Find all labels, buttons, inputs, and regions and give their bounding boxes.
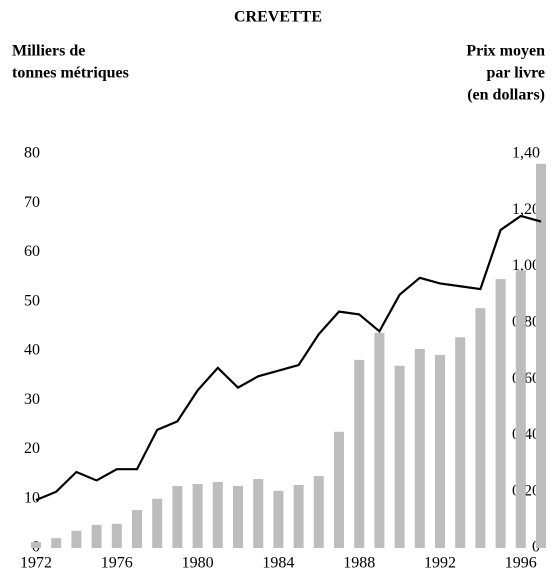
chart-title: CREVETTE [234, 9, 322, 26]
y2-tick-label: 1,20 [512, 201, 540, 218]
bar [253, 479, 264, 548]
bar [354, 359, 365, 548]
x-tick-label: 1996 [505, 555, 537, 572]
bar [495, 279, 506, 548]
bar [91, 524, 102, 548]
bar [394, 365, 405, 548]
bar [152, 498, 163, 548]
y2-axis-label: (en dollars) [467, 87, 545, 104]
x-tick-label: 1988 [343, 555, 375, 572]
x-tick-label: 1992 [424, 555, 456, 572]
bar [515, 270, 526, 548]
x-tick-label: 1976 [101, 555, 133, 572]
bar [273, 490, 284, 548]
y-axis-label: tonnes métriques [12, 65, 129, 82]
bar [31, 542, 41, 548]
bar [455, 337, 466, 548]
y-axis-label: Milliers de [12, 43, 85, 60]
bar [435, 354, 445, 548]
y-tick-label: 60 [24, 243, 40, 260]
bar [233, 485, 243, 548]
bar [212, 482, 223, 548]
bar [536, 163, 546, 548]
y-tick-label: 30 [24, 391, 40, 408]
bar [374, 332, 385, 548]
bar [414, 349, 425, 548]
y2-axis-label: Prix moyen [466, 43, 545, 60]
bar [71, 530, 82, 548]
bar [475, 308, 486, 548]
y2-tick-label: 1,40 [512, 145, 540, 162]
y-tick-label: 50 [24, 292, 40, 309]
bar [172, 485, 183, 548]
x-tick-label: 1984 [262, 555, 294, 572]
x-tick-label: 1980 [182, 555, 214, 572]
bar [111, 523, 122, 548]
bar [51, 538, 62, 548]
y2-tick-label: 1,00 [512, 257, 540, 274]
bar [334, 431, 344, 548]
bar [313, 476, 324, 548]
y-tick-label: 20 [24, 440, 40, 457]
price-line [35, 214, 542, 502]
y-tick-label: 70 [24, 194, 40, 211]
y2-axis-label: par livre [486, 65, 545, 82]
y-tick-label: 10 [24, 489, 40, 506]
y-tick-label: 80 [24, 145, 40, 162]
y-tick-label: 40 [24, 342, 40, 359]
bar [192, 483, 203, 548]
bar [132, 510, 142, 548]
x-tick-label: 1972 [20, 555, 52, 572]
bar [293, 484, 304, 548]
